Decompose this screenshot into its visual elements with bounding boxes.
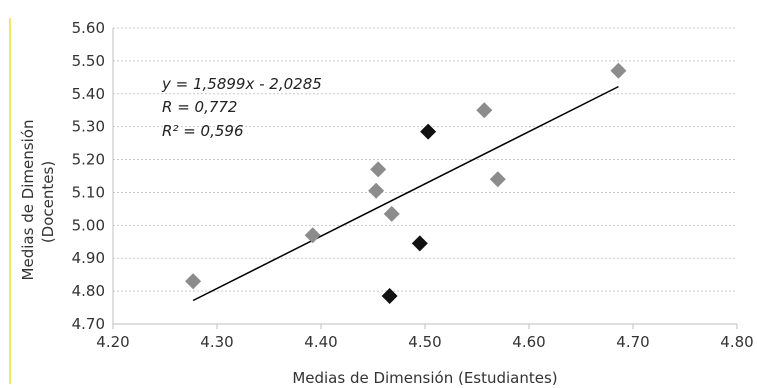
x-tick-label: 4.60 — [512, 333, 545, 351]
trendline-layer — [192, 85, 619, 302]
x-tick-labels: 4.20 4.30 4.40 4.50 4.60 4.70 4.80 — [96, 324, 754, 351]
x-tick-label: 4.30 — [200, 333, 233, 351]
x-tick-label: 4.80 — [720, 333, 753, 351]
data-point-series-1 — [610, 62, 627, 79]
y-tick-label: 5.30 — [72, 118, 105, 136]
r-value: R = 0,772 — [162, 98, 237, 116]
data-point-series-1 — [383, 205, 400, 222]
x-tick-label: 4.20 — [96, 333, 129, 351]
y-tick-label: 4.80 — [72, 282, 105, 300]
y-tick-label: 4.90 — [72, 249, 105, 267]
x-tick-label: 4.70 — [616, 333, 649, 351]
x-tick-label: 4.50 — [408, 333, 441, 351]
y-tick-label: 4.70 — [72, 315, 105, 333]
y-tick-labels: 4.70 4.80 4.90 5.00 5.10 5.20 5.30 5.40 5.50 5.60 — [72, 19, 105, 333]
r-squared-value: R² = 0,596 — [162, 122, 243, 140]
data-point-series-1 — [370, 161, 387, 178]
data-point-series-1 — [185, 273, 202, 290]
data-point-series-1 — [304, 227, 321, 244]
y-axis-title-line1: Medias de Dimensión — [19, 120, 37, 281]
y-tick-label: 5.60 — [72, 19, 105, 37]
data-point-series-2 — [381, 288, 398, 305]
data-point-series-2 — [411, 235, 428, 252]
y-tick-label: 5.50 — [72, 52, 105, 70]
grid-layer — [113, 27, 737, 292]
x-axis-title: Medias de Dimensión (Estudiantes) — [292, 369, 557, 387]
data-point-series-1 — [476, 102, 493, 119]
regression-equation: y = 1,5899x - 2,0285 R = 0,772 R² = 0,59… — [161, 75, 322, 140]
y-tick-label: 5.40 — [72, 85, 105, 103]
trendline — [192, 85, 619, 302]
data-point-series-1 — [368, 182, 385, 199]
y-tick-label: 5.00 — [72, 216, 105, 234]
equation-line: y = 1,5899x - 2,0285 — [161, 75, 322, 93]
data-point-series-2 — [420, 123, 437, 140]
y-tick-label: 5.20 — [72, 151, 105, 169]
y-axis-title-line2: (Docentes) — [39, 161, 57, 243]
x-tick-label: 4.40 — [304, 333, 337, 351]
y-tick-label: 5.10 — [72, 183, 105, 201]
data-point-series-1 — [489, 171, 506, 188]
data-points — [185, 62, 627, 305]
